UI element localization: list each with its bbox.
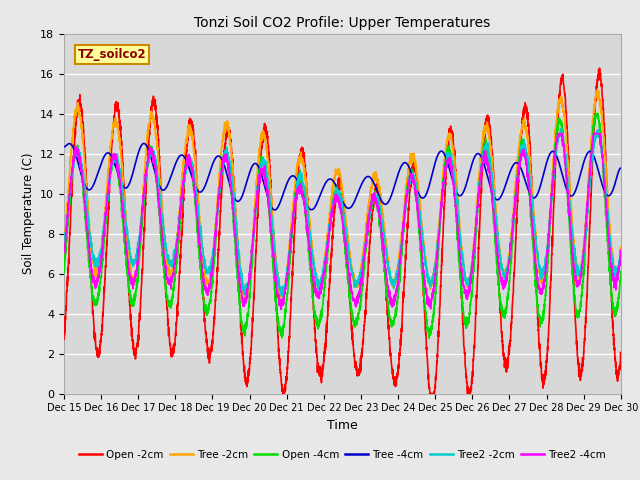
Title: Tonzi Soil CO2 Profile: Upper Temperatures: Tonzi Soil CO2 Profile: Upper Temperatur… [195, 16, 490, 30]
Legend: Open -2cm, Tree -2cm, Open -4cm, Tree -4cm, Tree2 -2cm, Tree2 -4cm: Open -2cm, Tree -2cm, Open -4cm, Tree -4… [75, 445, 610, 464]
Y-axis label: Soil Temperature (C): Soil Temperature (C) [22, 153, 35, 275]
X-axis label: Time: Time [327, 419, 358, 432]
Text: TZ_soilco2: TZ_soilco2 [78, 48, 147, 61]
